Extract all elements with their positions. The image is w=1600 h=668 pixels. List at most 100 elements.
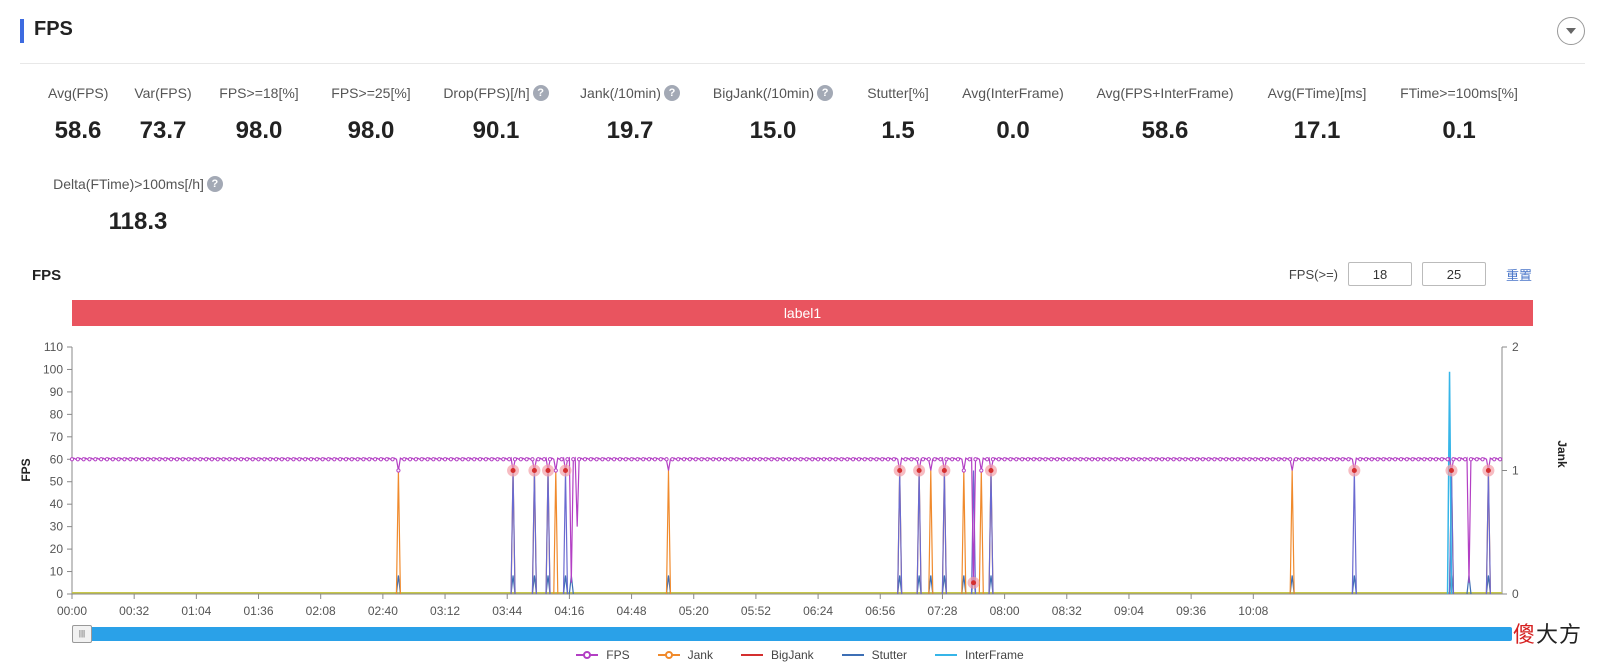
fps-point <box>1177 457 1182 462</box>
fps-point <box>839 457 844 462</box>
metric-label: BigJank(/10min)? <box>713 85 834 101</box>
time-range-slider[interactable]: ||| <box>72 625 1512 643</box>
reset-link[interactable]: 重置 <box>1505 267 1532 283</box>
help-icon[interactable]: ? <box>206 176 223 192</box>
fps-point <box>1089 457 1095 462</box>
fps-point <box>1049 457 1054 462</box>
help-icon[interactable]: ? <box>663 85 680 101</box>
slider-handle[interactable]: ||| <box>72 625 92 643</box>
fps-point <box>180 457 185 462</box>
fps-point <box>320 457 325 462</box>
legend-item-stutter[interactable]: Stutter <box>841 648 907 662</box>
fps-point <box>652 457 657 462</box>
fps-point <box>553 468 558 473</box>
fps-point <box>349 457 354 462</box>
fps-point <box>1113 457 1118 462</box>
fps-point <box>332 457 337 462</box>
fps-point <box>716 457 722 462</box>
fps-point <box>1270 457 1275 462</box>
legend-item-interframe[interactable]: InterFrame <box>935 648 1024 662</box>
fps-point <box>466 457 471 462</box>
metric-value: 58.6 <box>54 117 102 144</box>
bigjank-spike <box>970 470 977 595</box>
y-tick-label: 10 <box>50 565 64 579</box>
fps-point <box>314 457 319 462</box>
metric-value: 90.1 <box>472 117 520 144</box>
x-tick-label: 01:04 <box>181 604 211 618</box>
fps-point <box>728 457 733 462</box>
metric-label: Jank(/10min)? <box>580 85 680 101</box>
fps-point <box>944 457 949 462</box>
fps-point <box>99 457 104 462</box>
chart-title: FPS <box>32 267 62 284</box>
fps-point <box>378 457 384 462</box>
fps-point <box>1474 457 1479 462</box>
bigjank-marker <box>1485 468 1491 473</box>
metric-label: Avg(InterFrame) <box>962 85 1064 101</box>
legend-swatch <box>841 654 864 656</box>
fps-point <box>326 457 331 462</box>
fps-point <box>1212 457 1217 462</box>
legend-item-jank[interactable]: Jank <box>657 648 713 662</box>
fps-point <box>308 457 314 462</box>
bigjank-marker <box>941 468 947 473</box>
fps-point <box>1031 457 1036 462</box>
metric-label: Avg(FPS+InterFrame) <box>1096 85 1234 101</box>
fps-point <box>1369 457 1374 462</box>
header-accent-bar <box>20 19 24 43</box>
fps-point <box>238 457 244 462</box>
fps-point <box>303 457 308 462</box>
legend-item-fps[interactable]: FPS <box>576 648 630 662</box>
fps-point <box>402 457 407 462</box>
fps-point <box>442 457 448 462</box>
fps-point <box>781 457 786 462</box>
fps-point <box>1462 457 1468 462</box>
fps-chart[interactable]: 0 10 20 30 40 50 60 70 80 90 100 110 0 1 2 FPS Jank 00:00… <box>0 330 1600 620</box>
y2-tick-label: 1 <box>1512 464 1519 478</box>
fps-point <box>1235 457 1240 462</box>
fps-point <box>1358 457 1363 462</box>
panel-header: FPS <box>20 14 1585 64</box>
fps-point <box>1264 457 1270 462</box>
y-tick-label: 30 <box>50 520 64 534</box>
fps-point <box>798 457 803 462</box>
fps-point <box>407 457 413 462</box>
metric-label: Var(FPS) <box>134 85 192 101</box>
fps-point <box>1311 457 1316 462</box>
x-tick-label: 06:56 <box>865 604 895 618</box>
bigjank-marker <box>916 468 922 473</box>
fps-point <box>629 457 634 462</box>
fps-point <box>1363 457 1369 462</box>
fps-point <box>1130 457 1135 462</box>
bigjank-marker <box>971 580 977 586</box>
chart-legend: FPS Jank BigJank Stutter InterFrame <box>0 648 1600 662</box>
x-tick-label: 03:12 <box>430 604 460 618</box>
x-tick-label: 06:24 <box>803 604 833 618</box>
fps-high-threshold-input[interactable] <box>1421 262 1486 286</box>
metric-jank: Jank(/10min)? 19.7 <box>577 85 683 145</box>
fps-point <box>804 457 809 462</box>
fps-point <box>489 457 494 462</box>
fps-point <box>1037 457 1042 462</box>
jank-spike <box>978 470 984 595</box>
fps-point <box>495 457 500 462</box>
legend-item-bigjank[interactable]: BigJank <box>740 648 814 662</box>
fps-point <box>361 457 366 462</box>
fps-low-threshold-input[interactable] <box>1347 262 1412 286</box>
help-icon[interactable]: ? <box>817 85 834 101</box>
fps-point <box>1340 457 1345 462</box>
fps-point <box>769 457 774 462</box>
slider-track[interactable] <box>72 627 1512 641</box>
fps-point <box>1002 457 1007 462</box>
label-band[interactable]: label1 <box>72 300 1533 326</box>
fps-point <box>192 457 197 462</box>
fps-point <box>775 457 780 462</box>
help-icon[interactable]: ? <box>532 85 549 101</box>
y-tick-label: 50 <box>50 475 64 489</box>
fps-point <box>431 457 436 462</box>
fps-point <box>1189 457 1194 462</box>
jank-spike <box>553 470 559 595</box>
collapse-button[interactable] <box>1557 17 1585 45</box>
fps-point <box>641 457 646 462</box>
